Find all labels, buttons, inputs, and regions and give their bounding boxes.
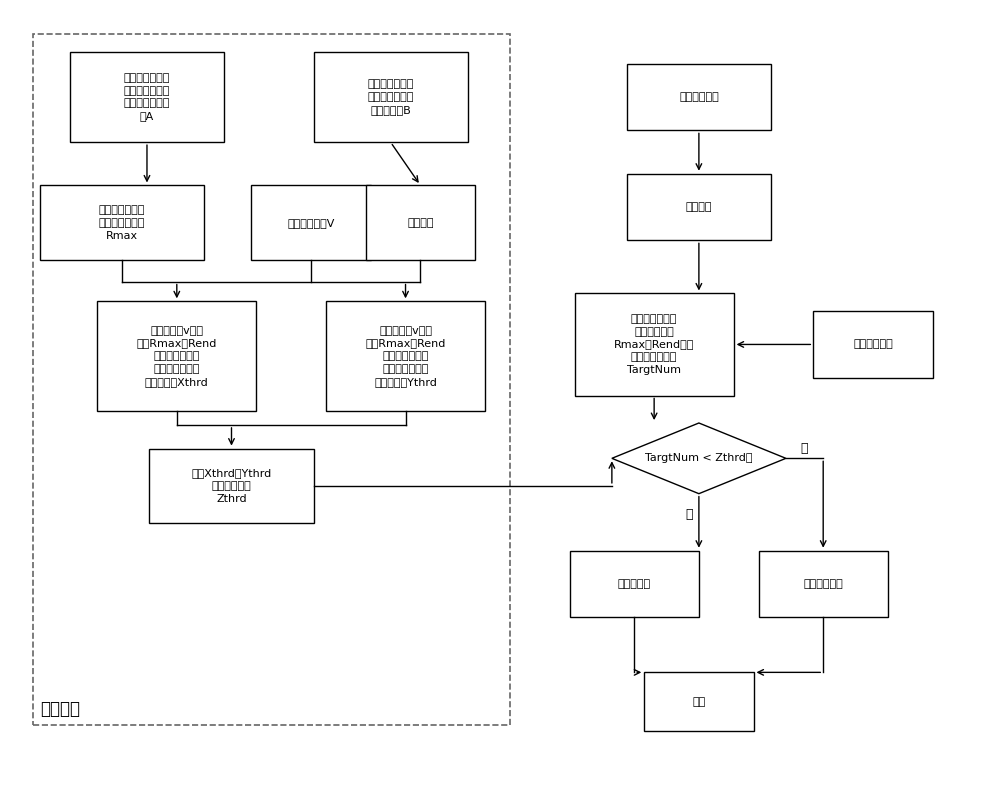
Bar: [149, 448, 314, 523]
Text: 否: 否: [801, 442, 808, 456]
Bar: [627, 63, 771, 131]
Bar: [644, 672, 754, 731]
Bar: [97, 301, 256, 411]
Text: 统计速度为v，距
离为Rmax到Rend
（系统最大探测
距离）范围的检
测目标点数Xthrd: 统计速度为v，距 离为Rmax到Rend （系统最大探测 距离）范围的检 测目标…: [137, 326, 217, 387]
Text: 根据Xthrd、Ythrd
确定最终阈值
Zthrd: 根据Xthrd、Ythrd 确定最终阈值 Zthrd: [191, 468, 272, 504]
Text: 雷达被遮挡: 雷达被遮挡: [618, 579, 651, 589]
Bar: [575, 293, 734, 396]
Bar: [326, 301, 485, 411]
Bar: [759, 551, 888, 618]
Text: 是: 是: [685, 508, 693, 520]
Text: 统计速度为本车
车速，距离为
Rmax到Rend范围
的检测目标点数
TargtNum: 统计速度为本车 车速，距离为 Rmax到Rend范围 的检测目标点数 Targt…: [614, 314, 694, 375]
Bar: [366, 185, 475, 260]
Text: 一定厚度异物直
接覆盖条件下的
雷达接收信号矩
阵A: 一定厚度异物直 接覆盖条件下的 雷达接收信号矩 阵A: [124, 73, 170, 121]
Text: 目标检测: 目标检测: [407, 218, 434, 228]
Bar: [33, 34, 510, 725]
Text: 目标检测: 目标检测: [686, 202, 712, 212]
Text: 雷达回波输入: 雷达回波输入: [679, 92, 719, 102]
Polygon shape: [612, 423, 786, 494]
Bar: [570, 551, 699, 618]
Text: 无异物直接覆盖
条件下的雷达接
收信号矩阵B: 无异物直接覆盖 条件下的雷达接 收信号矩阵B: [367, 79, 414, 115]
Text: 目标检测，确定
最大可检测距离
Rmax: 目标检测，确定 最大可检测距离 Rmax: [99, 205, 145, 240]
Bar: [251, 185, 371, 260]
Text: 结束: 结束: [692, 697, 706, 707]
Bar: [627, 173, 771, 240]
Text: TargtNum < Zthrd？: TargtNum < Zthrd？: [645, 453, 753, 464]
Bar: [70, 52, 224, 142]
Bar: [314, 52, 468, 142]
Text: 雷达未被遮挡: 雷达未被遮挡: [803, 579, 843, 589]
Text: 提取本车车速V: 提取本车车速V: [287, 218, 335, 228]
Bar: [813, 311, 933, 378]
Text: 本车车速提取: 本车车速提取: [853, 339, 893, 350]
Text: 阈值确认: 阈值确认: [41, 699, 81, 717]
Bar: [40, 185, 204, 260]
Text: 统计速度为v，距
离为Rmax到Rend
（系统最大探测
距离）范围的检
测目标点数Ythrd: 统计速度为v，距 离为Rmax到Rend （系统最大探测 距离）范围的检 测目标…: [365, 326, 446, 387]
